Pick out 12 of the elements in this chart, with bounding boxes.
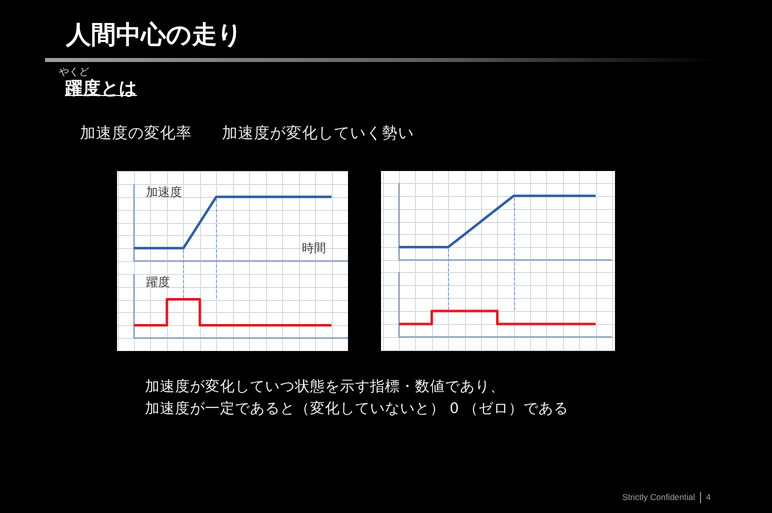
text: Strictly Confidential — [622, 492, 695, 503]
text: 加速度の変化率 — [80, 123, 192, 143]
y-axis-title: 加速度 — [146, 185, 182, 200]
text: 4 — [706, 492, 711, 503]
text: 人間中心の走り — [66, 19, 243, 51]
x-axis-title: 時間 — [302, 241, 326, 256]
text: 加速度が変化していく勢い — [222, 123, 414, 143]
text: 躍度とは — [65, 78, 137, 100]
y-axis-title: 躍度 — [146, 275, 170, 290]
text: やくど — [59, 66, 89, 78]
text: 加速度が変化していつ状態を示す指標・数値であり、 — [145, 378, 505, 397]
text: 加速度が一定であると（変化していないと） 0 （ゼロ）である — [145, 400, 568, 419]
